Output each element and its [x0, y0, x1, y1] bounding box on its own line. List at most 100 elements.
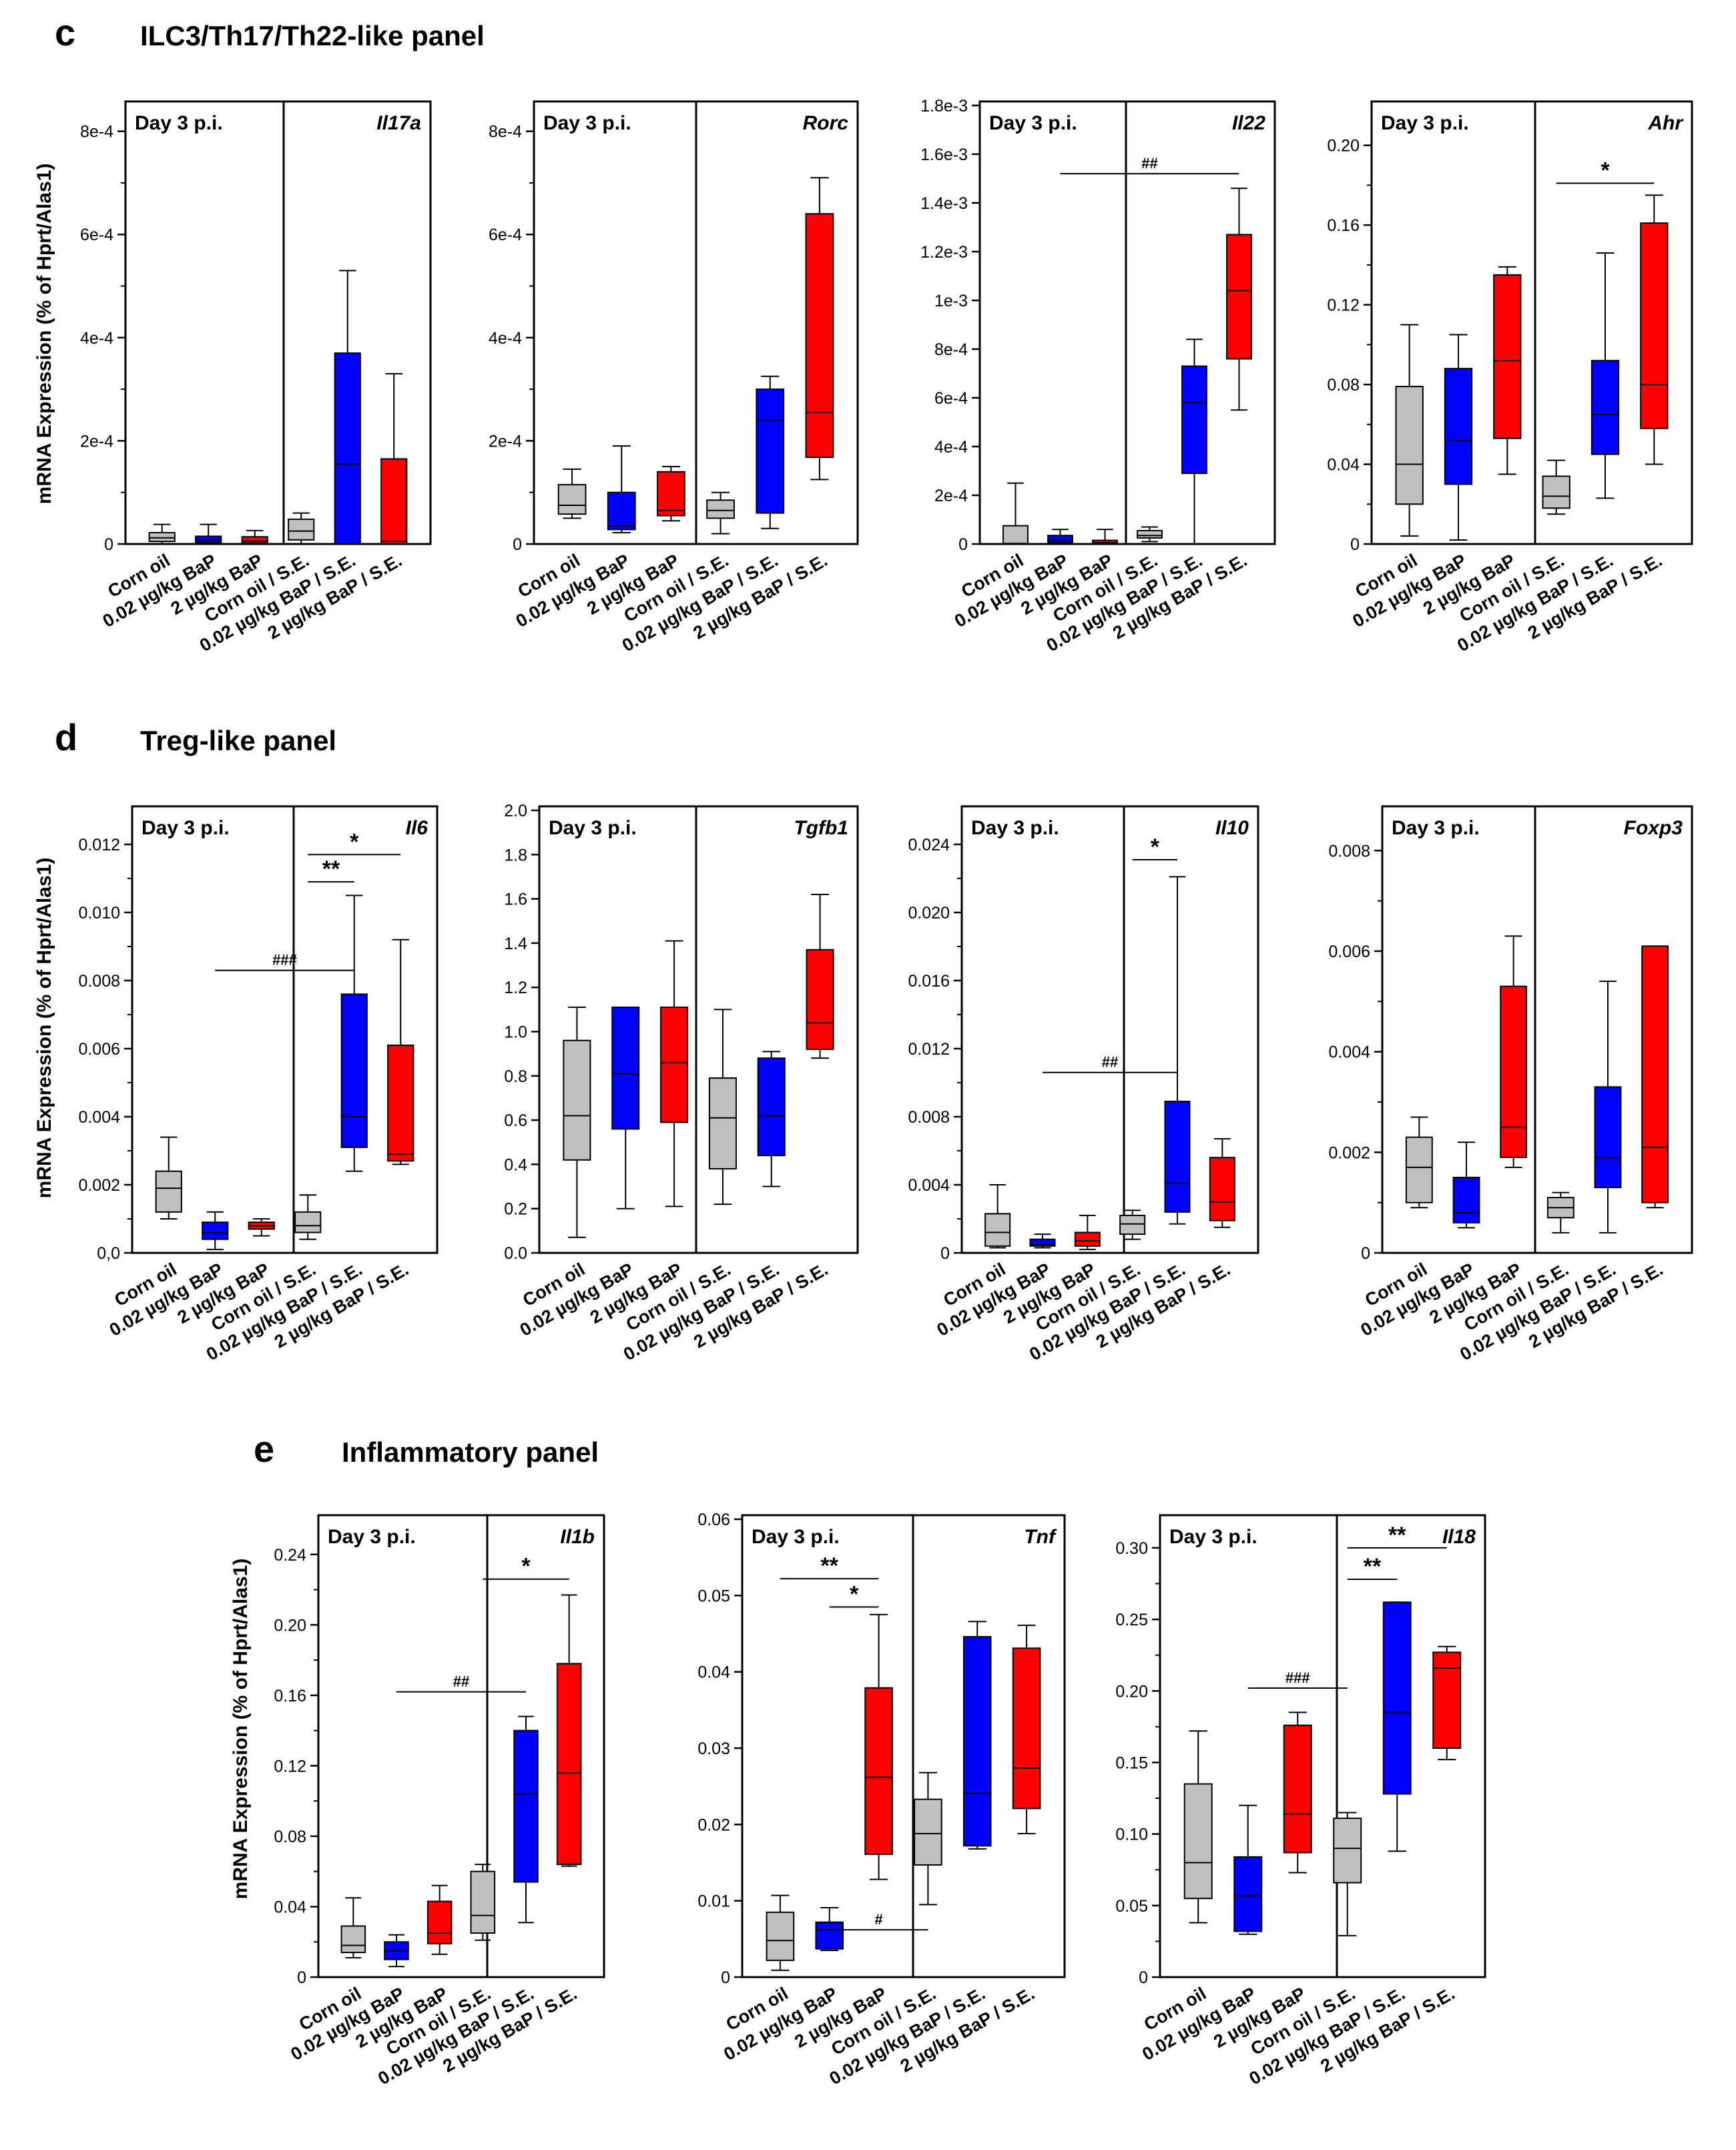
chart-tgfb1: 0.0 0.2 0.4 0.6 0.8 1.0 1.2 1.4 1.6 1.8 2.0 Day 3 p…: [504, 802, 859, 1364]
y-tick-label: 0.004: [78, 1108, 120, 1127]
y-tick-label: 0.20: [1327, 137, 1360, 156]
box-2: [195, 523, 222, 545]
box-4: [1333, 1812, 1362, 1936]
y-tick-label: 0.008: [78, 972, 120, 991]
day-label: Day 3 p.i.: [1381, 112, 1469, 134]
box-6: [806, 893, 834, 1059]
box-body: [1493, 274, 1522, 439]
y-tick-label: 0.20: [274, 1616, 306, 1635]
y-tick-label: 0.03: [697, 1739, 730, 1758]
box-body: [1542, 475, 1570, 509]
y-tick-label: 0.002: [1328, 1143, 1370, 1162]
sig-label: ###: [272, 952, 297, 969]
box-1: [1395, 324, 1424, 537]
box-2: [815, 1906, 844, 1951]
box-6: [1226, 188, 1252, 411]
box-body: [241, 536, 268, 544]
box-body: [1283, 1724, 1312, 1854]
box-body: [766, 1911, 795, 1961]
day-label: Day 3 p.i.: [752, 1526, 840, 1548]
gene-label: Il6: [406, 817, 428, 839]
y-tick-label: 0: [1350, 535, 1360, 554]
box-body: [1444, 368, 1473, 485]
box-body: [1405, 1136, 1433, 1203]
box-body: [288, 518, 315, 541]
sig-label: **: [322, 856, 340, 882]
plot-frame: [960, 805, 1259, 1254]
box-1: [563, 1007, 591, 1238]
y-tick-label: 4e-4: [80, 329, 113, 348]
box-3: [864, 1613, 893, 1880]
box-body: [914, 1798, 942, 1866]
plot-frame: [1159, 1514, 1486, 1978]
y-tick-label: 0.010: [78, 904, 120, 922]
box-6: [805, 177, 834, 481]
box-body: [563, 1039, 591, 1161]
y-tick-label: 0.02: [697, 1816, 730, 1834]
box-1: [155, 1136, 182, 1220]
box-body: [148, 531, 176, 543]
box-6: [556, 1594, 582, 1867]
y-tick-label: 0.020: [908, 904, 950, 922]
y-tick-label: 0: [721, 1968, 730, 1987]
box-body: [1590, 360, 1620, 455]
box-body: [1395, 386, 1424, 505]
box-body: [556, 1663, 582, 1866]
box-3: [657, 466, 685, 522]
chart-il10: 0 0.004 0.008 0.012 0.016 0.020 0.024 Day 3 p.i…: [908, 805, 1259, 1364]
box-body: [1333, 1818, 1362, 1884]
y-tick-label: 1.2: [504, 979, 527, 997]
box-body: [806, 949, 834, 1051]
gene-label: Foxp3: [1624, 817, 1683, 839]
sig-label: *: [1151, 834, 1160, 860]
y-tick-label: 0: [104, 535, 113, 554]
box-5: [513, 1715, 539, 1924]
y-tick-label: 8e-4: [934, 340, 968, 359]
box-2: [384, 1934, 409, 1968]
gene-label: Ahr: [1647, 112, 1684, 134]
y-tick-label: 0.12: [274, 1757, 306, 1776]
box-5: [756, 375, 785, 529]
box-5: [962, 1621, 992, 1850]
box-body: [1233, 1856, 1263, 1932]
box-5: [757, 1051, 786, 1187]
box-body: [864, 1687, 893, 1855]
y-tick-label: 0.15: [1115, 1754, 1148, 1772]
plot-frame: [131, 805, 439, 1254]
y-tick-label: 0,0: [97, 1244, 120, 1263]
box-body: [380, 458, 408, 545]
box-body: [1500, 985, 1528, 1158]
box-body: [805, 213, 834, 459]
y-tick-label: 0.6: [504, 1111, 527, 1130]
box-5: [1590, 252, 1620, 499]
day-label: Day 3 p.i.: [971, 817, 1059, 839]
box-6: [380, 372, 408, 545]
y-tick-label: 0.0: [504, 1244, 527, 1263]
box-body: [660, 1007, 689, 1123]
y-tick-label: 0.12: [1327, 296, 1360, 315]
y-tick-label: 0.30: [1115, 1539, 1148, 1558]
y-tick-label: 0.2: [504, 1200, 527, 1219]
y-tick-label: 0.05: [1115, 1897, 1148, 1916]
box-5: [340, 894, 368, 1172]
box-body: [294, 1211, 322, 1234]
box-body: [557, 484, 587, 515]
plot-frame: [978, 100, 1276, 545]
box-body: [1183, 1783, 1213, 1900]
y-tick-label: 1.2e-3: [920, 243, 968, 262]
plot-frame: [1370, 100, 1693, 545]
y-tick-label: 0.024: [908, 836, 950, 854]
box-1: [340, 1897, 366, 1958]
panel-d-title: Treg-like panel: [140, 725, 336, 756]
panel-d-ylabel: mRNA Expression (% of Hprt/Alas1): [33, 858, 55, 1199]
y-tick-label: 0.006: [78, 1040, 120, 1059]
y-tick-label: 0.10: [1115, 1826, 1148, 1844]
box-1: [557, 468, 587, 519]
box-body: [1640, 222, 1669, 429]
box-body: [1226, 234, 1252, 360]
box-4: [1119, 1210, 1146, 1240]
sig-label: ##: [453, 1673, 469, 1690]
chart-tnf: 0 0.01 0.02 0.03 0.04 0.05 0.06 Day 3 p.i. Tnf # *…: [697, 1511, 1066, 2089]
